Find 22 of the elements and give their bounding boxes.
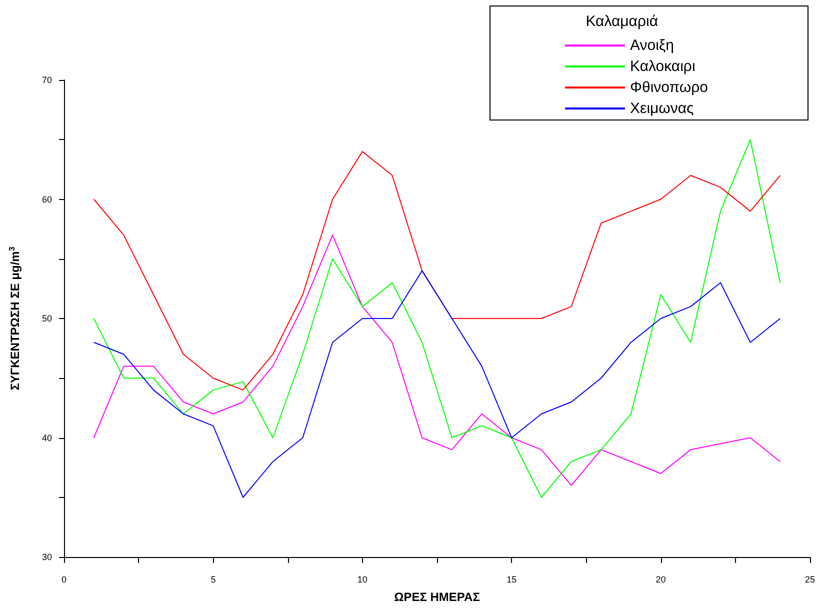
line-series bbox=[93, 151, 781, 391]
x-axis-title: ΩΡΕΣ ΗΜΕΡΑΣ bbox=[394, 590, 480, 604]
line-series bbox=[93, 234, 781, 486]
y-axis-title: ΣΥΓΚΕΝΤΡΩΣΗ ΣΕ μg/m3 bbox=[8, 246, 22, 390]
legend-label: Καλοκαιρι bbox=[630, 58, 696, 75]
y-tick-label: 60 bbox=[42, 194, 52, 204]
x-tick-label: 5 bbox=[210, 574, 216, 584]
legend-label: Φθινοπωρο bbox=[630, 79, 708, 96]
x-tick-label: 0 bbox=[61, 574, 67, 584]
x-tick-label: 20 bbox=[656, 574, 666, 584]
y-tick-label: 40 bbox=[42, 432, 52, 443]
legend-title: Καλαμαριά bbox=[586, 13, 658, 30]
x-tick-label: 25 bbox=[804, 574, 816, 584]
legend-label: Ανοιξη bbox=[630, 37, 674, 54]
x-tick-label: 15 bbox=[506, 574, 517, 584]
y-tick-label: 70 bbox=[42, 75, 52, 85]
x-tick-label: 10 bbox=[357, 574, 368, 584]
legend-label: Χειμωνας bbox=[630, 100, 694, 117]
y-tick-label: 50 bbox=[42, 314, 52, 324]
y-tick-label: 30 bbox=[42, 552, 52, 562]
line-series bbox=[93, 270, 781, 498]
line-series bbox=[93, 139, 781, 498]
